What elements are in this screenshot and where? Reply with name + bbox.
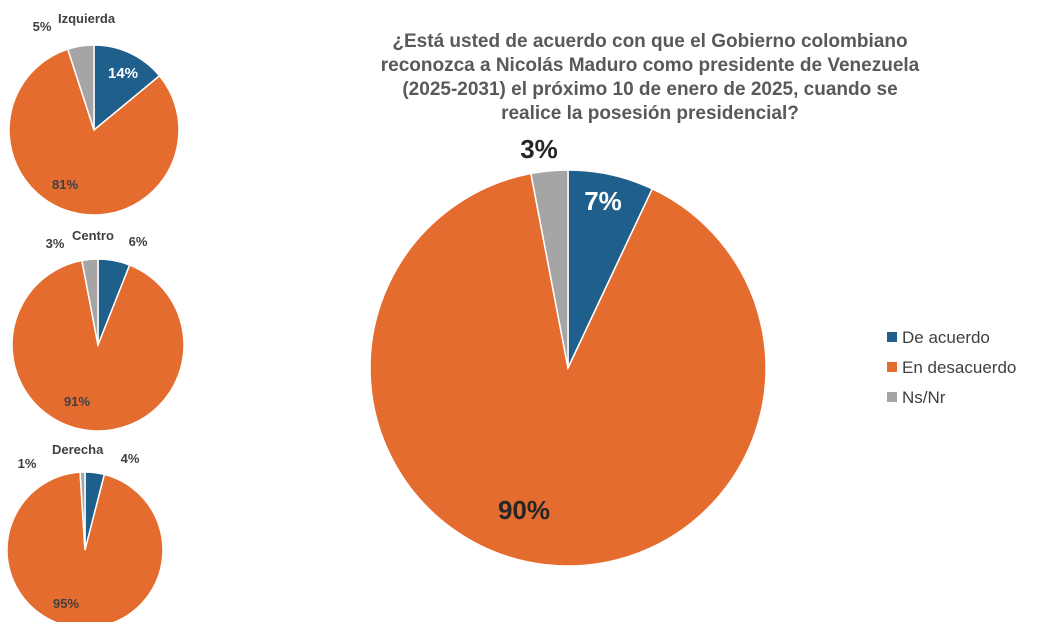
main-label-en-desacuerdo: 90% (498, 495, 550, 525)
main-pie (369, 169, 767, 567)
izquierda-slice-de-acuerdo (93, 44, 161, 132)
legend: De acuerdo En desacuerdo Ns/Nr (887, 328, 1016, 407)
main-title-line-4: realice la posesión presidencial? (501, 103, 799, 124)
derecha-title: Derecha (52, 442, 104, 457)
derecha-slice-ns-nr (79, 471, 86, 551)
izquierda-label-en-desacuerdo: 81% (52, 177, 78, 192)
legend-label-ns-nr: Ns/Nr (902, 388, 946, 407)
centro-pie (11, 258, 185, 432)
main-slice-ns-nr (530, 169, 569, 369)
main-title-line-1: ¿Está usted de acuerdo con que el Gobier… (392, 31, 907, 52)
main-title-line-2: reconozca a Nicolás Maduro como presiden… (381, 55, 920, 76)
izquierda-label-de-acuerdo: 14% (108, 65, 138, 82)
izquierda-slice-en-desacuerdo (8, 48, 180, 216)
main-title-line-3: (2025-2031) el próximo 10 de enero de 20… (402, 79, 897, 100)
izquierda-label-ns-nr: 5% (33, 19, 52, 34)
derecha-label-ns-nr: 1% (18, 456, 37, 471)
legend-swatch-en-desacuerdo (887, 362, 897, 372)
centro-slice-en-desacuerdo (11, 259, 185, 432)
derecha-label-de-acuerdo: 4% (121, 451, 140, 466)
legend-swatch-ns-nr (887, 392, 897, 402)
izquierda-slice-ns-nr (66, 44, 95, 131)
main-label-de-acuerdo: 7% (584, 186, 622, 216)
centro-label-ns-nr: 3% (46, 236, 65, 251)
derecha-label-en-desacuerdo: 95% (53, 596, 79, 611)
derecha-pie (6, 471, 164, 622)
main-slice-en-desacuerdo (369, 172, 767, 567)
centro-label-en-desacuerdo: 91% (64, 394, 90, 409)
izquierda-pie (8, 44, 180, 216)
main-label-ns-nr: 3% (520, 134, 558, 164)
centro-title: Centro (72, 228, 114, 243)
izquierda-title: Izquierda (58, 11, 116, 26)
main-chart-title: ¿Está usted de acuerdo con que el Gobier… (381, 31, 920, 124)
legend-label-en-desacuerdo: En desacuerdo (902, 358, 1016, 377)
legend-swatch-de-acuerdo (887, 332, 897, 342)
centro-slice-ns-nr (81, 258, 99, 346)
derecha-slice-en-desacuerdo (6, 471, 164, 622)
centro-label-de-acuerdo: 6% (129, 234, 148, 249)
legend-label-de-acuerdo: De acuerdo (902, 328, 990, 347)
